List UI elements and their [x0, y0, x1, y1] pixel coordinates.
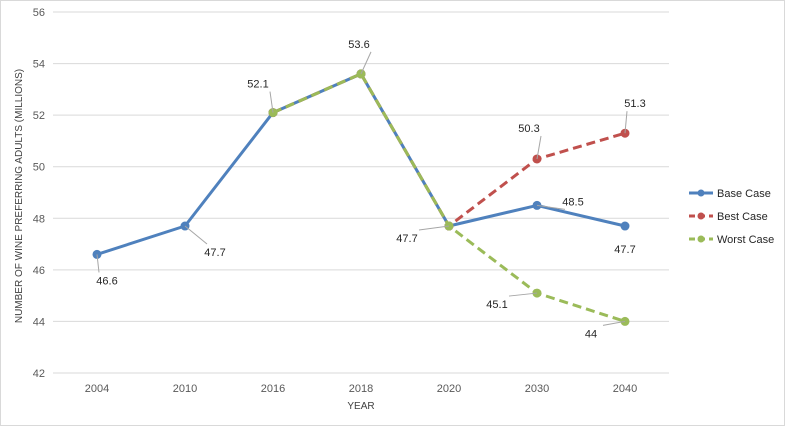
data-label: 47.7 [396, 233, 417, 245]
legend-marker-base-case [697, 189, 705, 197]
data-label-leader [418, 225, 450, 231]
data-label-leader [536, 135, 542, 160]
y-tick-label: 54 [33, 59, 45, 71]
y-tick-label: 52 [33, 110, 45, 122]
data-label: 53.6 [348, 39, 369, 51]
data-label: 47.7 [204, 247, 225, 259]
x-tick-label: 2030 [525, 383, 549, 395]
y-axis-title: NUMBER OF WINE PREFERRING ADULTS (MILLIO… [14, 69, 25, 323]
data-label: 50.3 [518, 123, 539, 135]
data-label: 44 [585, 328, 597, 340]
data-label-leader [624, 111, 628, 134]
data-label: 47.7 [614, 244, 635, 256]
data-labels: 46.6 47.7 48.5 47.7 50.3 51.3 52.1 53.6 47.7 45.1… [96, 39, 645, 341]
x-tick-label: 2010 [173, 383, 197, 395]
legend-marker-worst-case [697, 235, 705, 243]
legend-label-base-case[interactable]: Base Case [717, 188, 771, 200]
y-tick-label: 44 [33, 316, 45, 328]
data-label-leader [360, 51, 372, 75]
series-point-base-case[interactable] [620, 221, 630, 231]
data-label: 51.3 [624, 98, 645, 110]
x-axis-title: YEAR [347, 401, 374, 412]
data-label-leader [96, 254, 100, 273]
legend-label-best-case[interactable]: Best Case [717, 211, 768, 223]
x-tick-label: 2020 [437, 383, 461, 395]
series-line-base-case [96, 72, 626, 256]
legend-marker-best-case [697, 212, 705, 220]
x-tick-label: 2018 [349, 383, 373, 395]
y-tick-label: 50 [33, 162, 45, 174]
y-tick-label: 42 [33, 368, 45, 380]
y-tick-label: 48 [33, 213, 45, 225]
data-label: 46.6 [96, 275, 117, 287]
data-label-leader [536, 204, 566, 210]
y-tick-label: 46 [33, 265, 45, 277]
gridlines [53, 11, 669, 374]
data-label-leader [602, 320, 626, 326]
x-tick-label: 2004 [85, 383, 109, 395]
data-label: 48.5 [562, 196, 583, 208]
data-label-leader [508, 292, 538, 297]
data-label: 52.1 [247, 79, 268, 91]
x-tick-label: 2040 [613, 383, 637, 395]
x-tick-label: 2016 [261, 383, 285, 395]
legend-label-worst-case[interactable]: Worst Case [717, 234, 774, 246]
data-label: 45.1 [486, 299, 507, 311]
y-tick-label: 56 [33, 7, 45, 19]
data-label-leader [269, 91, 274, 113]
legend: Base Case Best Case Worst Case [689, 188, 774, 246]
data-label-leader [184, 225, 208, 245]
axes: 42 44 46 48 50 52 54 56 2004 2010 2016 2018 2020 2030… [33, 7, 637, 395]
series [92, 69, 630, 326]
